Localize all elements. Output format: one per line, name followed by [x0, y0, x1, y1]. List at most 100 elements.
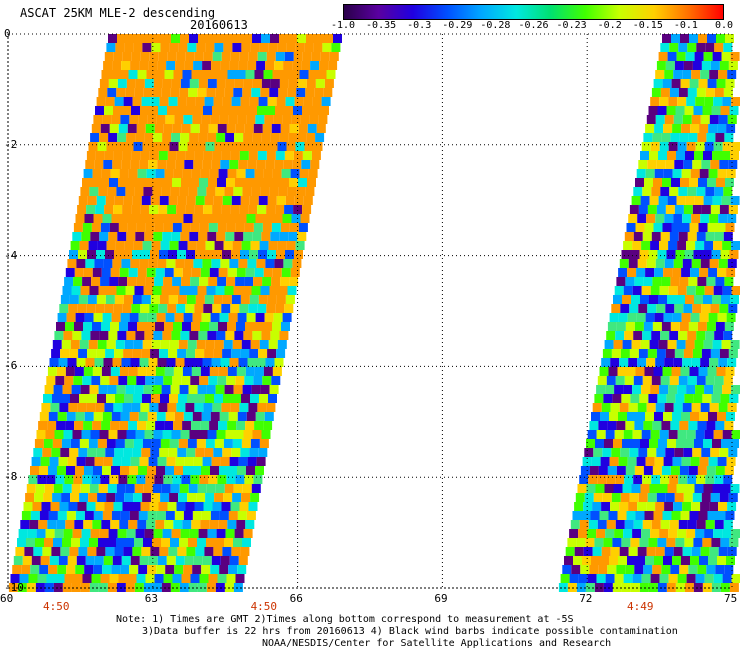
swath-cell — [215, 187, 225, 196]
swath-cell — [111, 412, 121, 421]
swath-cell — [120, 313, 130, 322]
swath-cell — [613, 439, 622, 448]
swath-cell — [68, 403, 78, 412]
swath-cell — [117, 232, 127, 241]
swath-cell — [691, 358, 701, 367]
swath-cell — [298, 223, 308, 232]
swath-cell — [58, 358, 68, 367]
swath-cell — [60, 349, 70, 358]
swath-cell — [286, 43, 296, 52]
swath-cell — [186, 448, 196, 457]
swath-cell — [140, 151, 150, 160]
swath-cell — [229, 556, 239, 565]
swath-cell — [670, 466, 680, 475]
swath-cell — [697, 421, 707, 430]
swath-cell — [49, 358, 59, 367]
swath-cell — [179, 538, 188, 547]
swath-cell — [692, 160, 702, 169]
swath-cell — [144, 79, 154, 88]
swath-cell — [728, 448, 738, 457]
swath-cell — [607, 565, 617, 574]
swath-cell — [29, 520, 39, 529]
swath-cell — [232, 241, 242, 250]
swath-cell — [650, 142, 660, 151]
swath-cell — [277, 241, 287, 250]
swath-cell — [221, 52, 231, 61]
swath-cell — [204, 97, 214, 106]
swath-cell — [226, 277, 236, 286]
swath-cell — [25, 493, 35, 502]
swath-cell — [730, 151, 739, 160]
swath-cell — [119, 268, 129, 277]
swath-cell — [605, 385, 615, 394]
swath-cell — [609, 457, 619, 466]
swath-cell — [227, 367, 237, 376]
map-date: 20160613 — [190, 18, 248, 32]
swath-cell — [655, 403, 665, 412]
swath-cell — [236, 169, 246, 178]
swath-cell — [700, 547, 710, 556]
swath-cell — [601, 358, 611, 367]
swath-cell — [242, 538, 251, 547]
swath-cell — [654, 412, 663, 421]
swath-cell — [107, 538, 116, 547]
swath-cell — [44, 538, 53, 547]
swath-cell — [676, 295, 685, 304]
swath-cell — [619, 358, 629, 367]
swath-cell — [161, 484, 171, 493]
swath-cell — [112, 160, 122, 169]
swath-cell — [198, 529, 208, 538]
swath-cell — [621, 394, 631, 403]
swath-cell — [250, 394, 259, 403]
swath-cell — [599, 367, 609, 376]
swath-cell — [124, 439, 134, 448]
swath-cell — [255, 412, 265, 421]
swath-cell — [135, 430, 145, 439]
swath-cell — [56, 367, 66, 376]
swath-cell — [141, 295, 151, 304]
swath-cell — [241, 142, 251, 151]
swath-cell — [64, 475, 74, 484]
swath-cell — [189, 34, 198, 43]
swath-cell — [141, 547, 151, 556]
swath-cell — [659, 430, 669, 439]
swath-cell — [637, 502, 647, 511]
swath-cell — [104, 151, 114, 160]
swath-cell — [614, 574, 624, 583]
swath-cell — [106, 340, 116, 349]
swath-cell — [69, 448, 79, 457]
swath-cell — [614, 286, 624, 295]
swath-cell — [107, 484, 117, 493]
swath-cell — [107, 88, 117, 97]
swath-cell — [608, 367, 618, 376]
swath-cell — [660, 232, 670, 241]
swath-cell — [644, 367, 654, 376]
swath-cell — [616, 322, 626, 331]
swath-cell — [593, 448, 603, 457]
swath-cell — [594, 538, 604, 547]
swath-cell — [114, 448, 124, 457]
swath-cell — [42, 547, 52, 556]
swath-cell — [641, 142, 651, 151]
swath-cell — [216, 529, 226, 538]
swath-cell — [191, 520, 201, 529]
swath-cell — [701, 304, 711, 313]
swath-cell — [306, 79, 316, 88]
swath-cell — [197, 583, 207, 592]
swath-cell — [667, 151, 676, 160]
swath-cell — [320, 106, 329, 115]
swath-cell — [154, 277, 164, 286]
swath-cell — [699, 268, 709, 277]
swath-cell — [258, 250, 267, 259]
swath-cell — [285, 295, 295, 304]
swath-cell — [715, 277, 725, 286]
swath-cell — [236, 421, 246, 430]
swath-cell — [38, 520, 48, 529]
swath-cell — [691, 547, 701, 556]
swath-cell — [194, 502, 204, 511]
swath-cell — [163, 376, 173, 385]
swath-cell — [655, 70, 665, 79]
swath-cell — [634, 565, 644, 574]
swath-cell — [84, 412, 94, 421]
swath-cell — [677, 286, 687, 295]
